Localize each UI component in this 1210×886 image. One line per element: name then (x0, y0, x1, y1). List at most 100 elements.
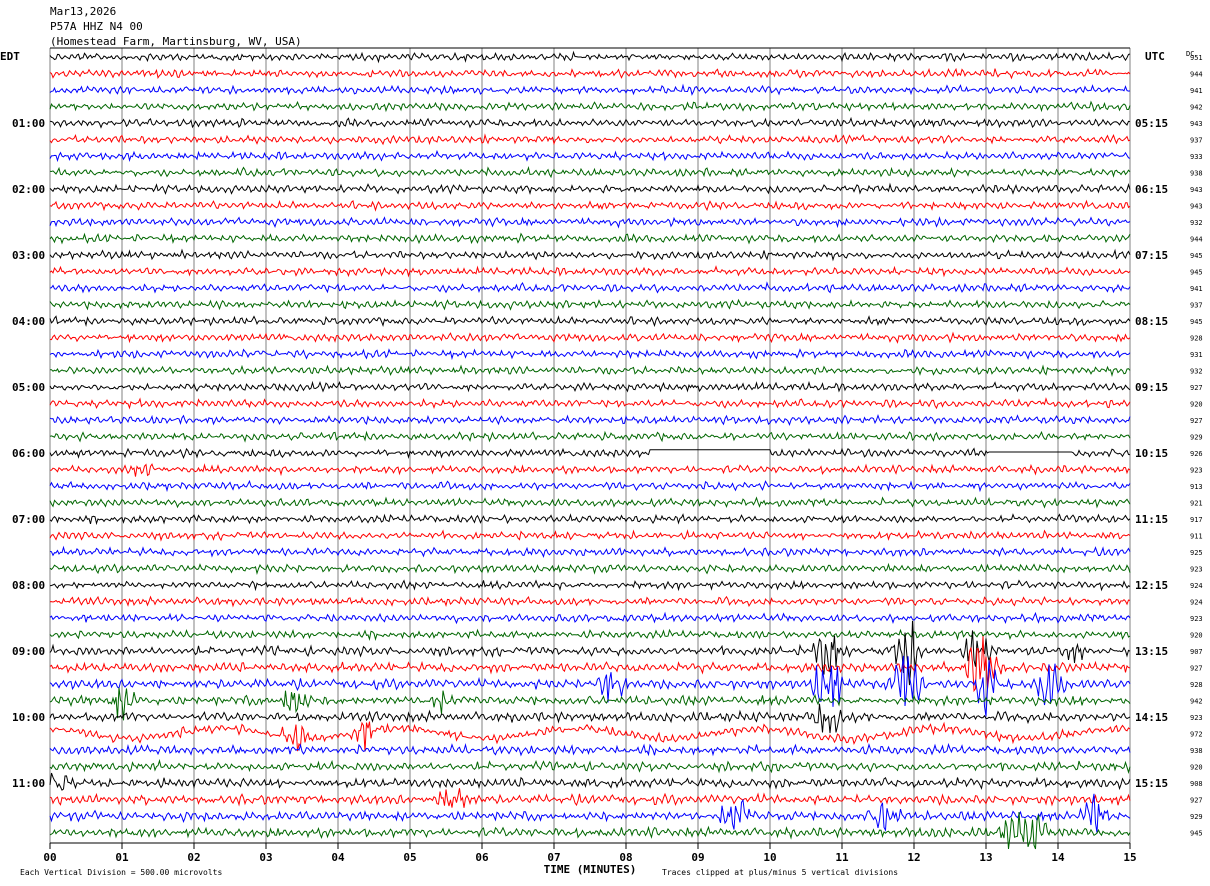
left-time-label-2: 03:00 (12, 249, 45, 262)
x-tick-label-07: 07 (547, 851, 560, 864)
dc-value-row-45: 927 (1190, 797, 1203, 805)
dc-value-row-8: 943 (1190, 186, 1203, 194)
chart-date: Mar13,2026 (50, 5, 117, 18)
trace-row-47 (49, 811, 1131, 850)
dc-value-row-21: 920 (1190, 401, 1203, 409)
trace-row-35 (49, 628, 1131, 641)
x-axis-title: TIME (MINUTES) (544, 863, 637, 876)
dc-value-row-46: 929 (1190, 813, 1203, 821)
trace-row-40 (49, 703, 1131, 734)
right-timezone-label: UTC (1145, 50, 1165, 63)
clip-note: Traces clipped at plus/minus 5 vertical … (662, 868, 898, 877)
right-time-label-2: 07:15 (1135, 249, 1168, 262)
dc-value-row-42: 938 (1190, 747, 1203, 755)
trace-row-9 (49, 199, 1131, 212)
dc-value-row-39: 942 (1190, 698, 1203, 706)
dc-value-row-18: 931 (1190, 351, 1203, 359)
dc-value-row-19: 932 (1190, 368, 1203, 376)
x-tick-label-03: 03 (259, 851, 272, 864)
x-tick-label-08: 08 (619, 851, 632, 864)
dc-value-row-12: 945 (1190, 252, 1203, 260)
trace-row-11 (49, 232, 1131, 245)
trace-row-34 (49, 611, 1131, 625)
trace-row-17 (49, 331, 1131, 344)
trace-row-30 (49, 545, 1131, 558)
dc-value-row-7: 938 (1190, 170, 1203, 178)
x-tick-label-14: 14 (1051, 851, 1065, 864)
station-location: (Homestead Farm, Martinsburg, WV, USA) (50, 35, 302, 48)
x-tick-label-09: 09 (691, 851, 704, 864)
trace-row-0 (49, 50, 1131, 64)
dc-value-row-13: 945 (1190, 269, 1203, 277)
trace-row-32 (49, 579, 1131, 592)
scale-note: Each Vertical Division = 500.00 microvol… (20, 868, 222, 877)
dc-value-row-29: 911 (1190, 533, 1203, 541)
trace-row-25 (49, 463, 1131, 477)
x-tick-label-13: 13 (979, 851, 992, 864)
left-time-label-9: 10:00 (12, 711, 45, 724)
right-time-label-6: 11:15 (1135, 513, 1168, 526)
left-time-label-5: 06:00 (12, 447, 45, 460)
trace-row-22 (49, 413, 1131, 426)
x-tick-label-12: 12 (907, 851, 920, 864)
dc-value-row-27: 921 (1190, 500, 1203, 508)
dc-value-row-32: 924 (1190, 582, 1203, 590)
dc-value-row-31: 923 (1190, 566, 1203, 574)
trace-row-20 (49, 380, 1131, 393)
trace-row-5 (49, 133, 1131, 146)
trace-row-44 (49, 772, 1131, 791)
dc-value-row-47: 945 (1190, 830, 1203, 838)
dc-value-row-30: 925 (1190, 549, 1203, 557)
dc-header-label: DC (1186, 50, 1194, 58)
station-code: P57A HHZ N4 00 (50, 20, 143, 33)
trace-row-4 (49, 116, 1131, 129)
trace-row-7 (49, 166, 1131, 179)
trace-row-29 (49, 529, 1131, 542)
right-time-label-1: 06:15 (1135, 183, 1168, 196)
left-time-label-0: 01:00 (12, 117, 45, 130)
x-tick-label-15: 15 (1123, 851, 1136, 864)
trace-row-13 (49, 265, 1131, 278)
right-time-label-5: 10:15 (1135, 447, 1168, 460)
trace-row-18 (49, 348, 1131, 361)
trace-row-21 (49, 397, 1131, 410)
trace-row-23 (49, 430, 1131, 443)
dc-value-row-20: 927 (1190, 384, 1203, 392)
trace-row-24 (49, 447, 1131, 460)
trace-row-31 (49, 562, 1131, 576)
dc-value-row-1: 944 (1190, 71, 1203, 79)
left-time-label-8: 09:00 (12, 645, 45, 658)
dc-value-row-43: 920 (1190, 764, 1203, 772)
dc-value-row-9: 943 (1190, 203, 1203, 211)
trace-row-43 (49, 758, 1131, 775)
trace-row-28 (49, 513, 1131, 526)
minute-gridlines (49, 47, 1131, 849)
trace-row-39 (49, 687, 1131, 721)
dc-value-row-38: 928 (1190, 681, 1203, 689)
left-time-label-7: 08:00 (12, 579, 45, 592)
left-time-label-10: 11:00 (12, 777, 45, 790)
dc-value-row-6: 933 (1190, 153, 1203, 161)
trace-row-45 (49, 788, 1131, 808)
x-tick-label-05: 05 (403, 851, 416, 864)
x-tick-label-11: 11 (835, 851, 849, 864)
trace-row-1 (49, 67, 1131, 80)
dc-value-row-17: 928 (1190, 335, 1203, 343)
left-time-label-1: 02:00 (12, 183, 45, 196)
trace-row-27 (49, 496, 1131, 509)
dc-value-row-23: 929 (1190, 434, 1203, 442)
trace-row-15 (49, 298, 1131, 311)
trace-row-12 (49, 248, 1131, 262)
dc-value-row-4: 943 (1190, 120, 1203, 128)
dc-value-row-41: 972 (1190, 731, 1203, 739)
dc-value-row-26: 913 (1190, 483, 1203, 491)
dc-value-row-37: 927 (1190, 665, 1203, 673)
trace-row-19 (50, 364, 1131, 378)
dc-value-row-28: 917 (1190, 516, 1203, 524)
trace-row-26 (49, 479, 1131, 493)
x-tick-label-10: 10 (763, 851, 776, 864)
dc-value-row-40: 923 (1190, 714, 1203, 722)
trace-row-36 (49, 620, 1131, 686)
x-tick-label-01: 01 (115, 851, 129, 864)
